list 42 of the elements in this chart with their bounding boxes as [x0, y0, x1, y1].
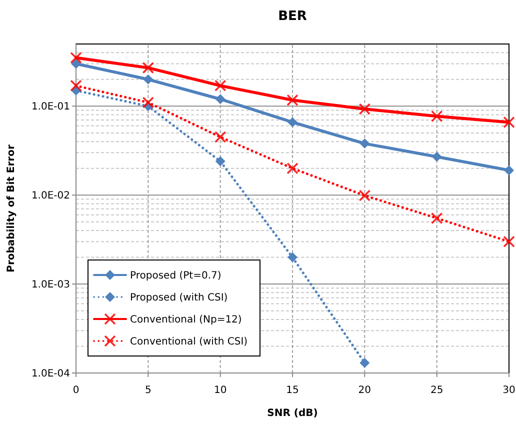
x-tick-label: 10 [214, 385, 227, 396]
x-tick-label: 0 [72, 385, 80, 396]
x-tick-label: 20 [358, 385, 372, 396]
point [288, 252, 298, 262]
point [142, 62, 154, 74]
chart-title: BER [278, 9, 307, 24]
x-tick-label: 30 [502, 385, 516, 396]
x-tick-label: 15 [286, 385, 299, 396]
point [360, 138, 370, 149]
y-tick-label: 1.0E-01 [31, 102, 70, 113]
legend-label: Proposed (Pt=0.7) [130, 270, 222, 282]
point [432, 152, 442, 162]
point [504, 165, 514, 176]
x-axis-title: SNR (dB) [267, 408, 318, 419]
y-tick-label: 1.0E-04 [31, 368, 70, 380]
y-tick-label: 1.0E-03 [31, 280, 70, 291]
point [215, 94, 226, 104]
y-tick-label: 1.0E-02 [31, 190, 70, 202]
point [70, 52, 82, 64]
x-tick-label: 25 [430, 385, 444, 396]
point [358, 103, 371, 115]
x-tick-label: 5 [144, 385, 152, 396]
point [286, 162, 298, 174]
point [215, 156, 226, 166]
legend-label: Conventional (Np=12) [130, 314, 242, 326]
point [143, 74, 154, 84]
point [70, 80, 82, 92]
point [288, 117, 298, 128]
point [286, 94, 298, 106]
point [214, 131, 226, 143]
point [503, 236, 515, 248]
point [503, 116, 515, 128]
point [71, 58, 81, 69]
point [214, 80, 226, 92]
legend-label: Conventional (with CSI) [130, 336, 248, 348]
point [430, 212, 443, 224]
point [360, 358, 370, 368]
y-axis-title: Probability of Bit Error [6, 144, 17, 272]
legend-label: Proposed (with CSI) [130, 292, 228, 304]
point [358, 190, 371, 202]
point [142, 96, 154, 108]
point [430, 110, 443, 122]
